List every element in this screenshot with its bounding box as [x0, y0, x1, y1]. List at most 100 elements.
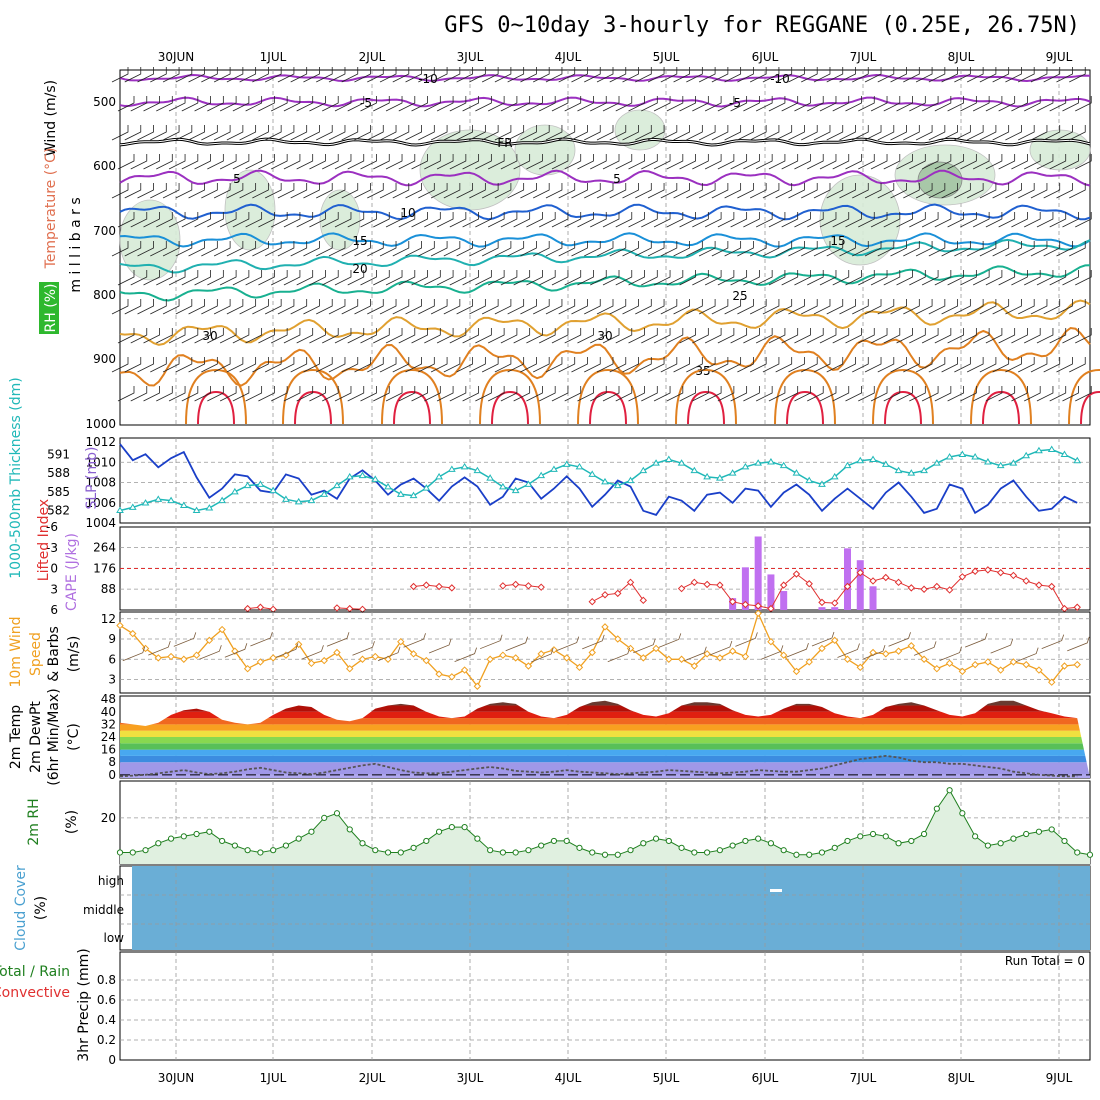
wind-barb — [405, 183, 422, 199]
wind-barb — [207, 270, 224, 286]
wind10-marker — [945, 659, 954, 668]
wind-barb — [635, 67, 652, 83]
wind-barb — [992, 125, 1010, 141]
wind-barb — [717, 96, 735, 112]
wind10-marker — [767, 637, 775, 646]
wind10-barb — [888, 632, 911, 647]
wind-barb — [283, 328, 301, 344]
cape-label: CAPE (J/kg) — [64, 533, 80, 611]
wind-barb — [1075, 154, 1092, 170]
wind-barb — [264, 125, 282, 141]
wind-barb — [717, 328, 735, 344]
wind-barb — [411, 386, 428, 402]
thickness-marker — [715, 474, 724, 481]
wind-barb — [985, 212, 1003, 228]
y-tick-label: 16 — [101, 743, 116, 757]
wind-barb — [768, 270, 786, 286]
y-tick-label: middle — [83, 903, 124, 917]
lifted-index-marker — [422, 581, 431, 589]
wind-barb — [1075, 212, 1092, 228]
isotherm-line — [589, 390, 627, 425]
wind-barb — [143, 386, 160, 402]
wind-barb — [181, 212, 199, 228]
wind-barb — [615, 386, 633, 402]
wind-barb — [915, 357, 933, 373]
wind-barb — [992, 67, 1010, 83]
wind-barb — [915, 183, 933, 199]
wind-barb — [870, 154, 888, 170]
wind-barb — [181, 386, 199, 402]
wind-barb — [558, 357, 576, 373]
wind-barb — [443, 125, 461, 141]
wind-barb — [724, 299, 742, 315]
cloud-unit-label: (%) — [33, 896, 49, 920]
thickness-marker — [703, 472, 711, 480]
wind-barb — [277, 357, 295, 373]
lifted-index-marker — [945, 586, 954, 594]
wind-barb — [252, 357, 269, 373]
thickness-marker — [818, 480, 826, 487]
wind-barb — [392, 357, 410, 373]
wind-barb — [941, 241, 959, 257]
wind-barb — [903, 183, 920, 199]
thickness-marker — [269, 486, 278, 494]
wind-barb — [117, 328, 135, 344]
lifted-index-marker — [626, 578, 635, 587]
slp-line — [119, 443, 1078, 516]
wind-barb — [175, 357, 193, 373]
wind-barb — [602, 328, 620, 344]
wind10-marker — [856, 663, 864, 672]
y-tick-label: high — [98, 874, 124, 888]
wind-barb — [737, 67, 754, 83]
wind-barb — [150, 183, 167, 199]
wind-barb — [328, 357, 346, 373]
thickness-marker — [320, 490, 329, 497]
lifted-index-marker — [448, 584, 456, 592]
wind10-marker — [448, 673, 456, 681]
wind-barb — [743, 328, 760, 344]
wind-barb — [347, 212, 365, 228]
rh-legend-swatch — [39, 282, 59, 334]
wind-barb — [290, 357, 308, 373]
wind10-barb — [275, 643, 299, 658]
wind-barb — [819, 328, 837, 344]
wind-barb — [653, 386, 671, 402]
cape-bar — [754, 536, 762, 610]
wind10-marker — [256, 658, 265, 666]
wind-barb — [858, 154, 875, 170]
wind-barb — [794, 96, 811, 112]
wind-barb — [533, 241, 550, 257]
lifted-index-marker — [333, 604, 341, 612]
wind-barb — [226, 299, 244, 315]
lifted-index-marker — [1048, 582, 1056, 591]
lifted-index-marker — [499, 582, 507, 590]
wind-barb — [788, 183, 805, 199]
wind-barb — [1056, 299, 1073, 315]
wind-barb — [551, 270, 569, 286]
wind-barb — [194, 212, 211, 228]
rh-marker — [742, 837, 749, 845]
wind-barb — [520, 357, 537, 373]
wind-barb — [883, 328, 901, 344]
wind-barb — [258, 328, 275, 344]
temp-band — [120, 762, 1090, 775]
wind-barb — [398, 96, 416, 112]
wind10-marker — [754, 609, 762, 618]
wind-barb — [858, 386, 875, 402]
rh-marker — [180, 833, 187, 840]
wind-barb — [921, 154, 939, 170]
wind-barb — [960, 96, 977, 112]
wind-barb — [252, 125, 269, 141]
wind-barb — [277, 125, 295, 141]
wind10-marker — [141, 644, 150, 653]
date-label-bottom: 30JUN — [158, 1071, 195, 1085]
wind-barb — [794, 328, 811, 344]
wind-barb — [724, 357, 742, 373]
rh-marker — [308, 828, 315, 835]
rh-marker — [972, 833, 979, 840]
cape-bar — [844, 548, 851, 610]
wind10-marker — [563, 654, 571, 662]
wind-barb — [270, 328, 288, 344]
wind-barb — [755, 212, 773, 228]
wind10-barb — [173, 632, 197, 647]
